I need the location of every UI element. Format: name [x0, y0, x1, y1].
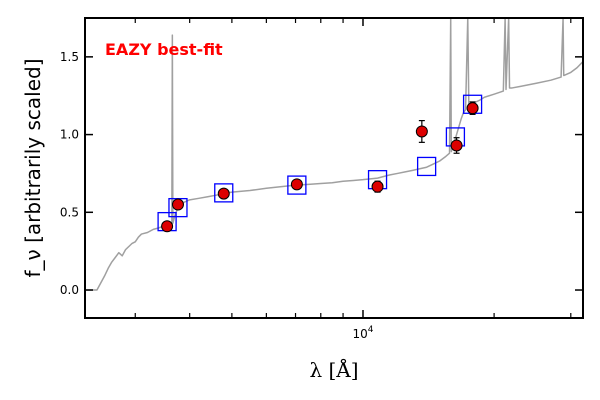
y-tick-label-0: 0.0 — [60, 283, 79, 297]
model-box-3 — [287, 175, 307, 195]
y-tick-label-3: 1.5 — [60, 50, 79, 64]
y-tick-label-2: 1.0 — [60, 128, 79, 142]
observed-point-5 — [415, 119, 428, 143]
observed-point-6 — [450, 137, 463, 154]
observed-marker-3 — [290, 178, 303, 191]
observed-marker-1 — [171, 198, 184, 211]
observed-marker-0 — [161, 220, 174, 233]
observed-point-2 — [217, 187, 230, 200]
y-axis-label: f_ν [arbitrarily scaled] — [21, 59, 45, 278]
observed-marker-5 — [415, 125, 428, 138]
x-axis-label: λ [Å] — [309, 357, 358, 382]
annotation-label: EAZY best-fit — [105, 40, 223, 59]
observed-marker-6 — [450, 139, 463, 152]
y-tick-label-1: 0.5 — [60, 205, 79, 219]
observed-point-4 — [371, 180, 384, 193]
plot-content — [85, 18, 583, 291]
x-tick-label-exponent-0: 4 — [368, 325, 374, 335]
model-box-5 — [416, 156, 437, 177]
observed-point-7 — [466, 101, 479, 115]
observed-point-1 — [171, 198, 184, 211]
observed-point-3 — [290, 178, 303, 191]
observed-marker-7 — [466, 102, 479, 115]
x-tick-label-0: 104 — [352, 325, 373, 341]
observed-point-0 — [161, 220, 174, 233]
observed-marker-4 — [371, 180, 384, 193]
plot-frame — [84, 17, 584, 319]
observed-marker-2 — [217, 187, 230, 200]
model-box-2 — [214, 183, 234, 203]
spectrum-line — [85, 18, 583, 291]
